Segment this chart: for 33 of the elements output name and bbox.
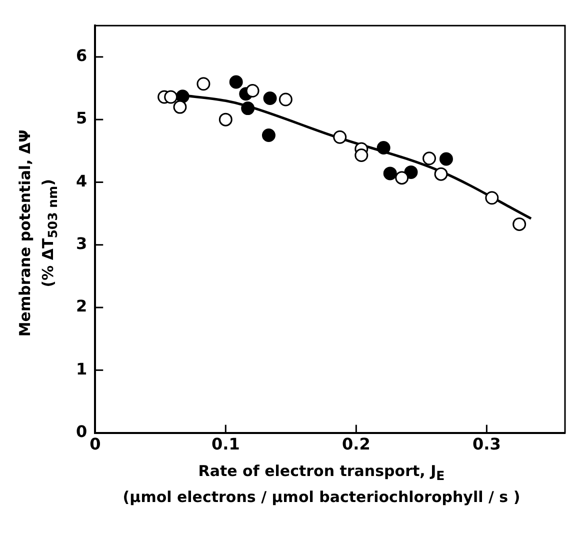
point	[485, 191, 499, 205]
point	[333, 130, 347, 144]
y-tick-label: 5	[76, 108, 88, 128]
point	[229, 75, 243, 89]
point	[164, 90, 178, 104]
point	[246, 84, 260, 98]
x-tick-label: 0	[90, 434, 101, 454]
point	[262, 128, 276, 142]
point	[263, 92, 277, 106]
x-tick-label: 0.2	[342, 434, 370, 454]
y-tick-label: 0	[76, 422, 88, 441]
y-tick-label: 3	[76, 234, 88, 254]
point	[422, 152, 436, 166]
point	[434, 167, 448, 181]
point	[512, 217, 526, 231]
x-tick-label: 0.1	[211, 434, 240, 454]
point	[218, 112, 232, 126]
point	[278, 92, 292, 106]
point	[376, 141, 390, 155]
point	[196, 77, 210, 91]
point	[173, 100, 187, 114]
point	[439, 152, 453, 166]
point	[395, 171, 409, 185]
point	[354, 148, 368, 162]
y-tick-label: 4	[76, 171, 88, 190]
point	[404, 165, 418, 179]
point	[383, 166, 397, 180]
y-tick-label: 6	[76, 46, 88, 66]
y-tick-label: 1	[76, 359, 88, 378]
x-tick-label: 0.3	[472, 434, 501, 454]
point	[241, 102, 255, 116]
x-axis-title: Rate of electron transport, J$_{E}$ (μmol electrons / μmol bacteriochlorophyll / s )	[122, 461, 522, 508]
y-tick-label: 2	[76, 296, 88, 316]
